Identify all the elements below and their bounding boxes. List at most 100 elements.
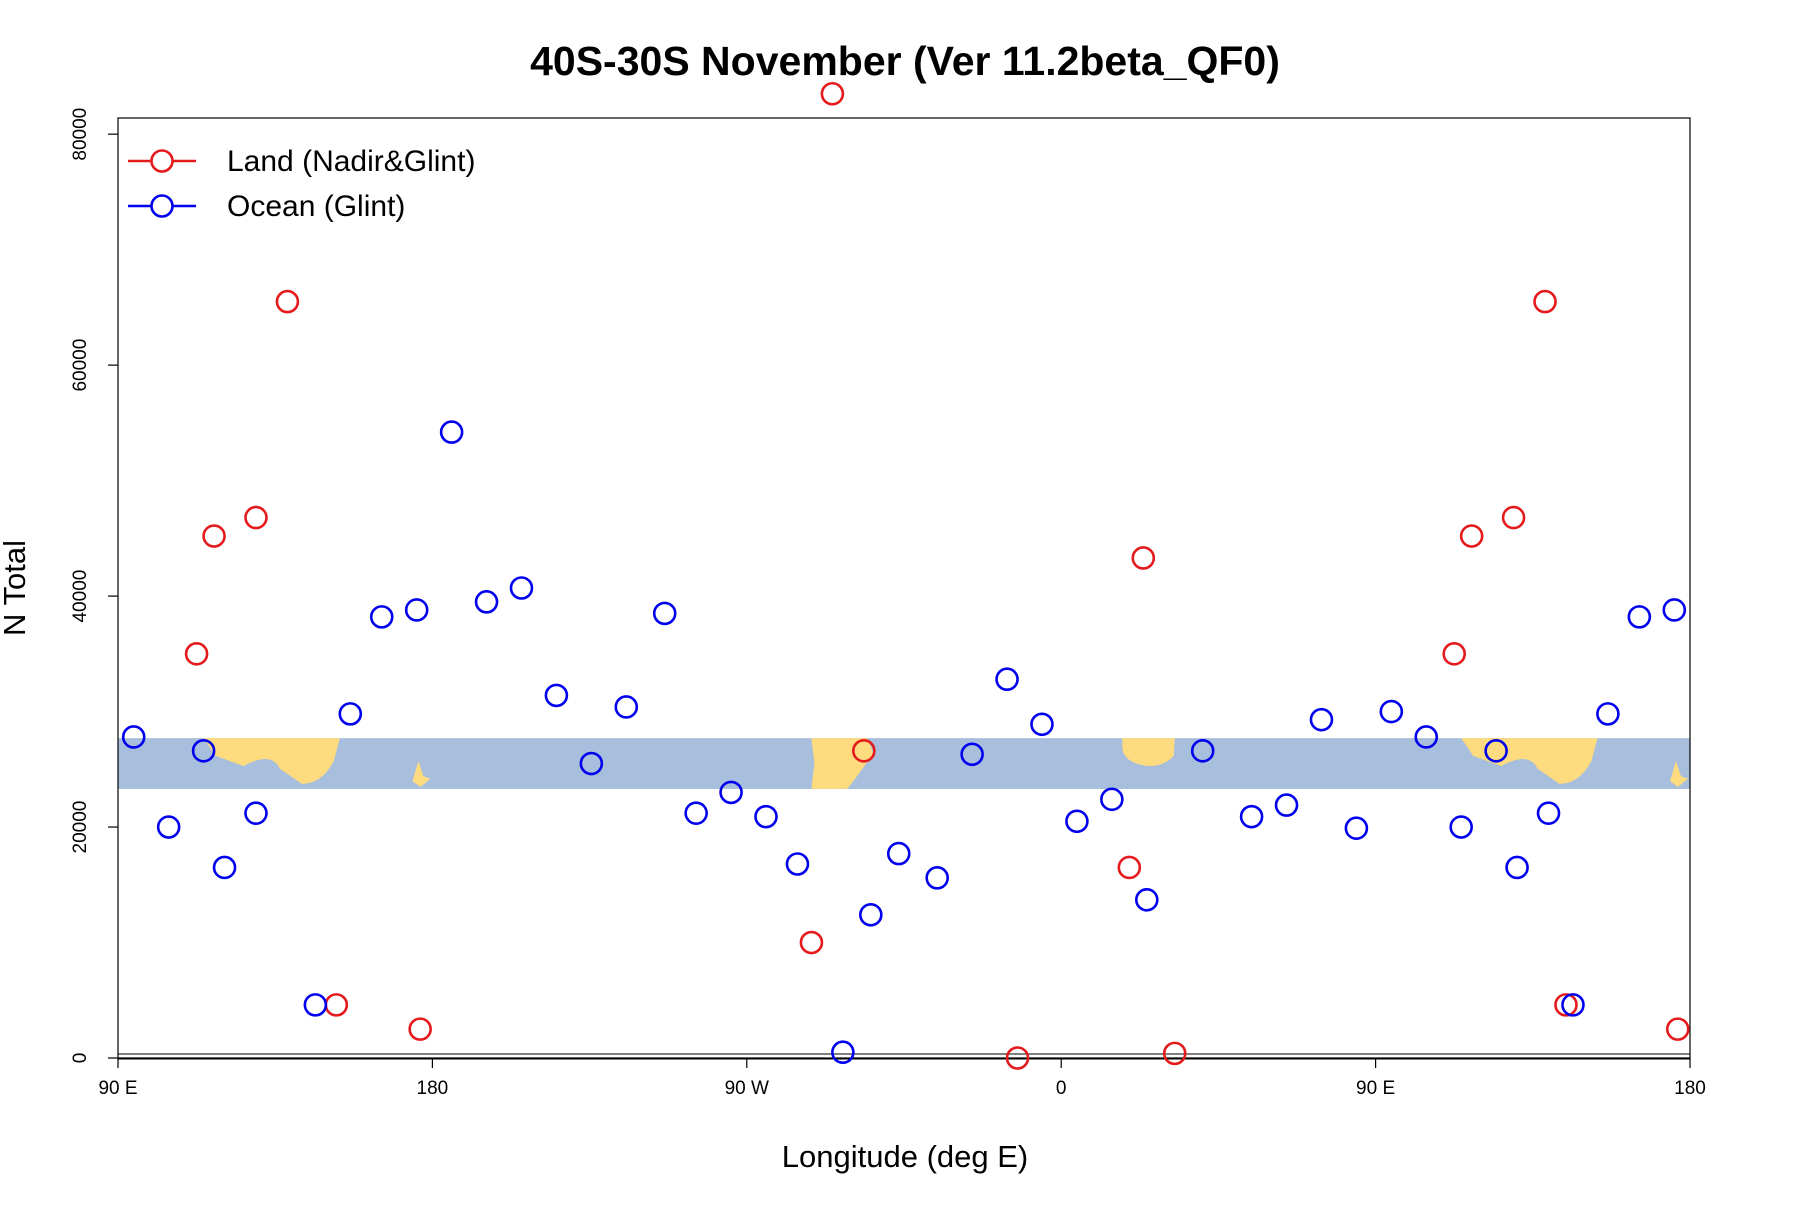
land-point <box>184 642 209 666</box>
axes: 90 E 180 90 W 0 90 E 180 0 20000 40000 60000 80000 <box>70 108 1706 1099</box>
ocean-point <box>338 702 363 726</box>
land-point <box>1162 1041 1187 1066</box>
ocean-point <box>1030 712 1054 737</box>
legend-label: Land (Nadir&Glint) <box>227 145 475 178</box>
ocean-point <box>1561 993 1585 1017</box>
legend-label: Ocean (Glint) <box>227 190 405 223</box>
ocean-point <box>156 815 181 839</box>
ocean-point <box>121 725 146 749</box>
ocean-point <box>1309 707 1334 732</box>
land-point <box>1554 993 1578 1017</box>
ocean-point <box>544 683 569 708</box>
legend-marker <box>150 194 174 218</box>
ocean-point <box>212 855 237 880</box>
ocean-point <box>244 801 268 825</box>
x-tick-label: 180 <box>1674 1078 1706 1099</box>
x-tick-label: 90 E <box>98 1078 137 1099</box>
ocean-point <box>614 695 639 719</box>
ocean-point <box>1627 605 1652 629</box>
ocean-point <box>960 742 984 767</box>
land-point <box>1005 1046 1030 1070</box>
land-point <box>275 289 300 314</box>
ocean-point <box>1449 815 1473 839</box>
legend-marker <box>150 149 174 173</box>
land-point <box>408 1017 432 1041</box>
land-point <box>820 81 845 106</box>
ocean-point <box>785 852 810 876</box>
legend-entry: Land (Nadir&Glint) <box>128 145 475 178</box>
series-land <box>184 81 1690 1070</box>
chart-title: 40S-30S November (Ver 11.2beta_QF0) <box>530 38 1280 84</box>
ocean-point <box>1379 699 1404 724</box>
land-southern-africa <box>1122 738 1175 767</box>
x-axis: 90 E 180 90 W 0 90 E 180 <box>98 1058 1706 1099</box>
ocean-point <box>191 739 216 763</box>
land-point <box>1131 546 1156 570</box>
ocean-point <box>719 780 743 805</box>
land-point <box>1665 1017 1690 1041</box>
ocean-point <box>1484 739 1508 763</box>
y-axis-label: N Total <box>0 540 32 636</box>
x-axis-label: Longitude (deg E) <box>782 1139 1028 1174</box>
ocean-point <box>652 601 677 626</box>
land-australia-1 <box>203 738 340 784</box>
ocean-point <box>1414 725 1439 749</box>
ocean-point <box>859 903 883 927</box>
land-new-zealand-2 <box>1670 760 1689 787</box>
y-tick-label: 60000 <box>70 339 91 392</box>
series-ocean <box>121 420 1687 1065</box>
ocean-point <box>1505 855 1529 880</box>
ocean-point <box>474 590 499 614</box>
land-point <box>324 993 349 1017</box>
x-tick-label: 90 E <box>1356 1078 1395 1099</box>
land-point <box>1533 289 1557 314</box>
plot-frame <box>117 117 1691 1059</box>
land-point <box>852 739 876 763</box>
land-point <box>799 930 824 955</box>
land-point <box>1501 505 1526 530</box>
data-points <box>121 81 1690 1070</box>
x-tick-label: 180 <box>417 1078 449 1099</box>
land-new-zealand-1 <box>412 760 431 787</box>
map-ocean-band <box>118 738 1690 789</box>
land-south-america <box>811 738 874 789</box>
land-point <box>244 505 268 530</box>
ocean-point <box>1596 702 1620 726</box>
legend-entry: Ocean (Glint) <box>128 190 405 223</box>
ocean-point <box>886 841 911 866</box>
ocean-point <box>439 420 464 444</box>
y-tick-label: 80000 <box>70 108 91 161</box>
land-point <box>202 524 226 548</box>
ocean-point <box>404 598 429 622</box>
y-tick-label: 20000 <box>70 801 91 854</box>
ocean-point <box>1662 598 1687 622</box>
map-band <box>118 738 1690 789</box>
ocean-point <box>1239 804 1264 829</box>
ocean-point <box>1065 809 1089 834</box>
ocean-point <box>1100 787 1124 812</box>
x-tick-label: 90 W <box>725 1078 769 1099</box>
land-point <box>1117 855 1142 880</box>
ocean-point <box>579 751 604 776</box>
ocean-point <box>509 576 534 600</box>
ocean-point <box>1536 801 1561 825</box>
ocean-point <box>369 605 394 629</box>
land-point <box>1442 642 1466 666</box>
land-australia-2 <box>1461 738 1598 784</box>
ocean-point <box>831 1040 855 1065</box>
ocean-point <box>1274 793 1299 817</box>
ocean-point <box>995 667 1019 692</box>
chart-labels: 40S-30S November (Ver 11.2beta_QF0) Longi… <box>0 38 1280 1174</box>
legend: Land (Nadir&Glint) Ocean (Glint) <box>128 145 475 223</box>
ocean-point <box>684 801 708 825</box>
ocean-point <box>1190 739 1215 763</box>
ocean-point <box>925 866 949 890</box>
x-tick-label: 0 <box>1056 1078 1067 1099</box>
ocean-point <box>303 993 328 1017</box>
y-tick-label: 0 <box>70 1053 91 1064</box>
ocean-point <box>1344 816 1369 840</box>
land-point <box>1459 524 1484 548</box>
y-axis: 0 20000 40000 60000 80000 <box>70 108 118 1064</box>
